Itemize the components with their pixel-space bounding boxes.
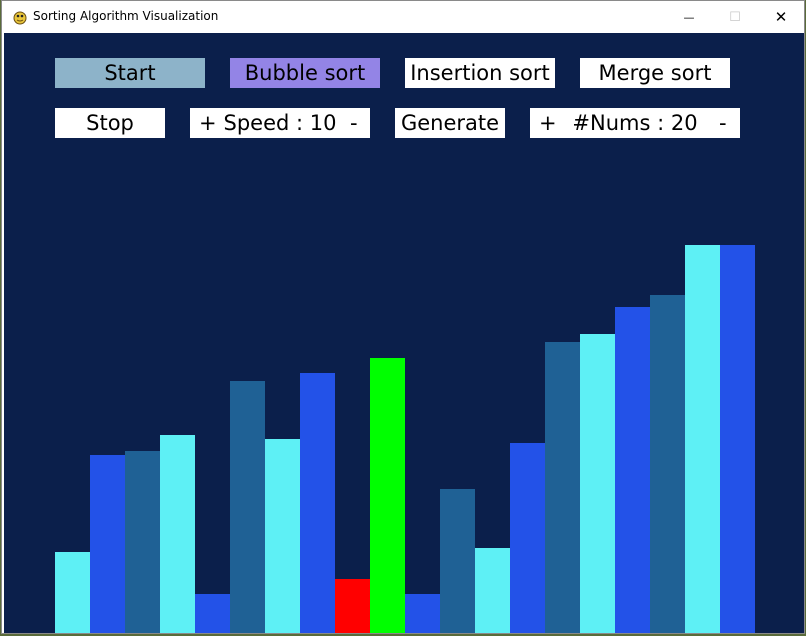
speed-increase-button[interactable]: +: [199, 111, 217, 135]
bar-7: [265, 439, 300, 633]
speed-control: + Speed : 10 -: [190, 108, 370, 138]
insertion-sort-label: Insertion sort: [410, 61, 550, 85]
nums-increase-button[interactable]: +: [539, 111, 557, 135]
bar-6: [230, 381, 265, 633]
start-label: Start: [104, 61, 156, 85]
nums-control: + #Nums : 20 -: [530, 108, 740, 138]
minimize-icon: —: [683, 10, 695, 24]
generate-button[interactable]: Generate: [395, 108, 505, 138]
bar-11: [405, 594, 440, 633]
title-bar[interactable]: Sorting Algorithm Visualization — ☐ ✕: [2, 1, 804, 33]
start-button[interactable]: Start: [55, 58, 205, 88]
bubble-sort-button[interactable]: Bubble sort: [230, 58, 380, 88]
bar-9: [335, 579, 370, 633]
visualization-canvas: Start Bubble sort Insertion sort Merge s…: [4, 33, 804, 633]
maximize-button[interactable]: ☐: [712, 1, 758, 33]
window-title: Sorting Algorithm Visualization: [33, 9, 219, 23]
bar-3: [125, 451, 160, 633]
pygame-snake-icon: [13, 11, 27, 25]
generate-label: Generate: [400, 111, 500, 135]
speed-value: Speed : 10: [223, 111, 337, 135]
speed-decrease-button[interactable]: -: [350, 111, 358, 135]
bar-17: [615, 307, 650, 633]
bar-19: [685, 245, 720, 633]
maximize-icon: ☐: [729, 9, 741, 25]
bar-8: [300, 373, 335, 633]
bar-5: [195, 594, 230, 633]
merge-sort-button[interactable]: Merge sort: [580, 58, 730, 88]
stop-label: Stop: [86, 111, 134, 135]
bar-12: [440, 489, 475, 633]
bar-1: [55, 552, 90, 633]
bar-16: [580, 334, 615, 633]
bar-15: [545, 342, 580, 633]
bar-14: [510, 443, 545, 633]
nums-decrease-button[interactable]: -: [719, 111, 727, 135]
stop-button[interactable]: Stop: [55, 108, 165, 138]
bar-18: [650, 295, 685, 633]
close-icon: ✕: [774, 8, 788, 26]
bar-4: [160, 435, 195, 633]
bubble-sort-label: Bubble sort: [244, 61, 366, 85]
insertion-sort-button[interactable]: Insertion sort: [405, 58, 555, 88]
bar-10: [370, 358, 405, 633]
close-button[interactable]: ✕: [758, 1, 804, 33]
bar-20: [720, 245, 755, 633]
minimize-button[interactable]: —: [666, 1, 712, 33]
merge-sort-label: Merge sort: [598, 61, 712, 85]
bar-13: [475, 548, 510, 633]
bar-2: [90, 455, 125, 633]
nums-value: #Nums : 20: [572, 111, 698, 135]
